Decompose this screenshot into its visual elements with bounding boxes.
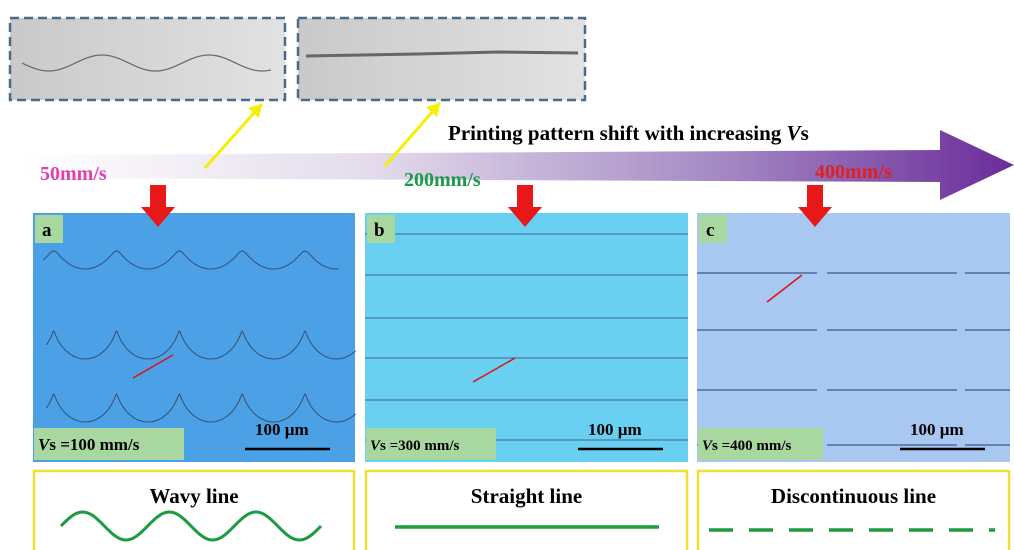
speed-label: 200mm/s [404,169,481,191]
speed-text: s =300 mm/s [380,438,460,454]
speed-label: 50mm/s [40,163,107,185]
caption-box [698,471,1009,550]
panel-label: a [42,220,52,241]
speed-value: Vs =400 mm/s [702,438,792,454]
speed-value: Vs =100 mm/s [38,435,140,454]
inset-image [298,18,585,100]
caption: Wavy line [149,484,238,508]
scale-label: 100 µm [588,420,642,439]
title-text: Printing pattern shift with increasing [448,121,787,145]
caption: Straight line [471,484,582,508]
speed-value: Vs =300 mm/s [370,438,460,454]
caption-box [366,471,687,550]
scale-label: 100 µm [255,420,309,439]
title: Printing pattern shift with increasing V… [448,121,809,145]
caption: Discontinuous line [771,484,936,508]
figure: Printing pattern shift with increasing V… [0,0,1014,550]
inset-image [10,18,285,100]
speed-label: 400mm/s [815,161,892,183]
speed-text: s =100 mm/s [49,435,139,454]
scale-label: 100 µm [910,420,964,439]
title-suffix: s [801,121,809,145]
panel-label: c [706,220,714,241]
wavy-icon [61,512,321,540]
panel-label: b [374,220,385,241]
speed-text: s =400 mm/s [712,438,792,454]
